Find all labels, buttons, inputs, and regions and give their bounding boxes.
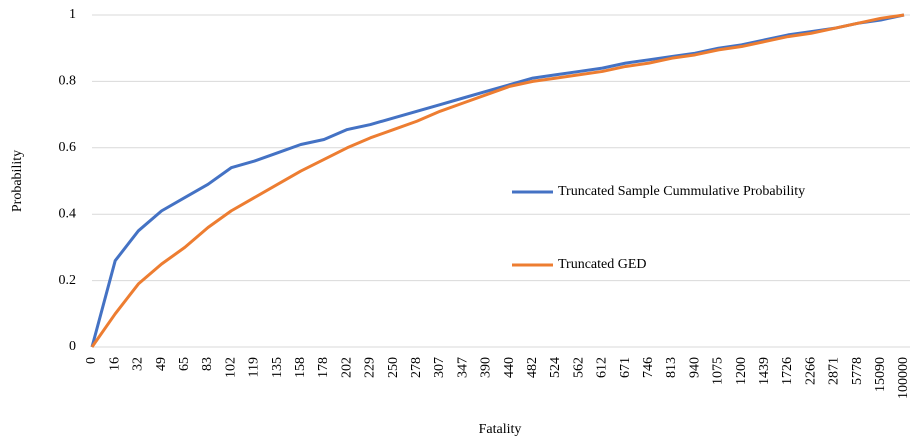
x-tick-label: 1075 [711, 357, 726, 385]
x-tick-label: 278 [409, 357, 424, 378]
series-line [90, 13, 905, 348]
y-tick-label: 0.2 [59, 273, 77, 288]
x-tick-label: 813 [664, 357, 679, 378]
x-tick-label: 482 [525, 357, 540, 378]
y-tick-label: 0.8 [59, 74, 77, 89]
x-tick-label: 307 [432, 357, 447, 378]
x-tick-label: 102 [223, 357, 238, 378]
x-tick-label: 250 [386, 357, 401, 378]
x-tick-label: 135 [270, 357, 285, 378]
x-tick-label: 100000 [896, 357, 911, 399]
series-line [90, 13, 905, 348]
y-axis-title: Probability [10, 150, 25, 212]
x-tick-label: 1726 [780, 357, 795, 385]
x-tick-label: 0 [84, 357, 99, 364]
x-tick-label: 158 [293, 357, 308, 378]
x-tick-label: 1439 [757, 357, 772, 385]
legend-label: Truncated GED [558, 257, 647, 272]
x-tick-label: 2871 [827, 357, 842, 385]
x-axis-title: Fatality [479, 422, 522, 437]
x-tick-label: 2266 [803, 357, 818, 385]
y-tick-label: 0.6 [59, 140, 77, 155]
x-tick-label: 49 [154, 357, 169, 371]
x-tick-label: 347 [455, 357, 470, 378]
x-tick-label: 746 [641, 357, 656, 378]
x-tick-label: 83 [200, 357, 215, 371]
x-tick-label: 15090 [873, 357, 888, 392]
x-tick-label: 119 [247, 357, 262, 377]
x-tick-label: 229 [363, 357, 378, 378]
x-tick-label: 390 [479, 357, 494, 378]
x-tick-label: 1200 [734, 357, 749, 385]
x-tick-label: 612 [595, 357, 610, 378]
y-tick-label: 0.4 [59, 206, 77, 221]
y-tick-label: 0 [69, 339, 76, 354]
x-tick-label: 5778 [850, 357, 865, 385]
x-tick-label: 671 [618, 357, 633, 378]
x-tick-label: 440 [502, 357, 517, 378]
x-tick-label: 178 [316, 357, 331, 378]
x-tick-label: 65 [177, 357, 192, 371]
y-tick-label: 1 [69, 7, 76, 22]
x-tick-label: 16 [107, 357, 122, 371]
x-tick-label: 940 [687, 357, 702, 378]
legend-label: Truncated Sample Cummulative Probability [558, 184, 805, 199]
x-tick-label: 562 [571, 357, 586, 378]
x-tick-label: 202 [339, 357, 354, 378]
x-tick-label: 524 [548, 357, 563, 378]
x-tick-label: 32 [131, 357, 146, 371]
